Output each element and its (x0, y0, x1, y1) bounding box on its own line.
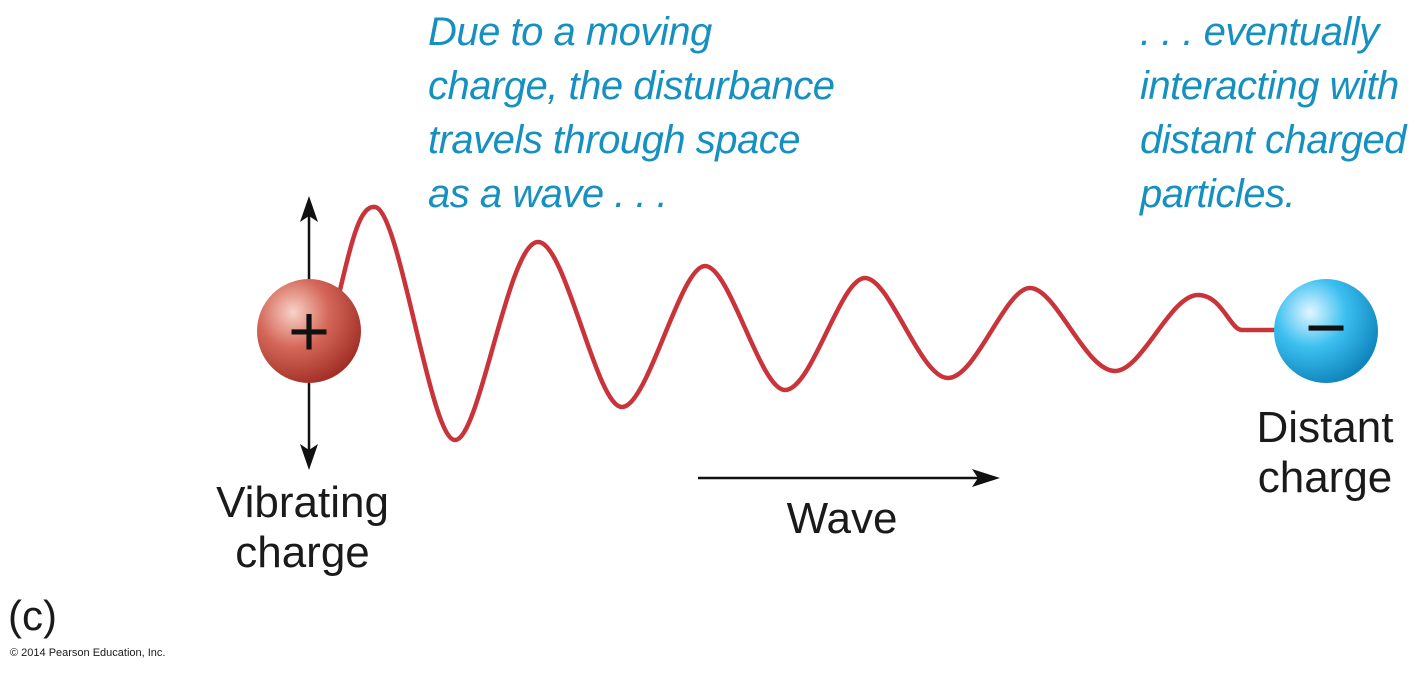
vibrating-charge-label: Vibrating charge (190, 478, 415, 578)
label-line: charge (1257, 453, 1393, 502)
label-line: Vibrating (216, 478, 389, 527)
caption-distant-particles: . . . eventually interacting with distan… (1140, 5, 1407, 221)
caption-line: . . . eventually (1140, 10, 1379, 54)
label-line: Distant (1256, 403, 1394, 452)
electromagnetic-wave (337, 204, 1281, 443)
negative-charge-sphere (1274, 279, 1378, 383)
caption-line: Due to a moving (428, 10, 712, 54)
label-line: charge (235, 528, 370, 577)
distant-charge-label: Distant charge (1240, 403, 1410, 503)
caption-line: charge, the disturbance (428, 64, 835, 108)
caption-line: as a wave . . . (428, 172, 668, 216)
vibration-arrow-up-head (300, 196, 318, 222)
plus-sign: + (288, 292, 330, 372)
caption-line: interacting with (1140, 64, 1399, 108)
positive-charge-sphere (257, 279, 361, 383)
wave-direction-arrow-head (972, 469, 1000, 487)
caption-moving-charge: Due to a moving charge, the disturbance … (428, 5, 835, 221)
minus-sign: − (1305, 288, 1347, 368)
caption-line: travels through space (428, 118, 800, 162)
caption-line: particles. (1140, 172, 1296, 216)
copyright-notice: © 2014 Pearson Education, Inc. (10, 647, 166, 659)
caption-line: distant charged (1140, 118, 1407, 162)
vibration-arrow-down-head (300, 444, 318, 470)
wave-label: Wave (786, 494, 898, 543)
panel-label: (c) (8, 592, 57, 639)
